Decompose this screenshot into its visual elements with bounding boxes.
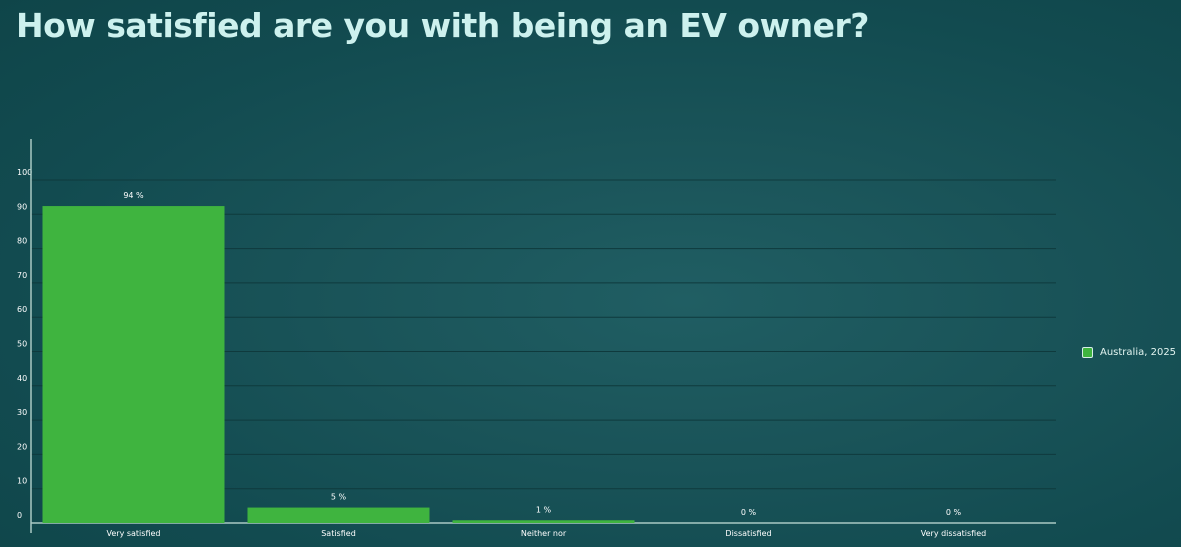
y-tick-label: 30 xyxy=(17,408,27,417)
y-tick-label: 60 xyxy=(17,305,27,314)
data-label: 1 % xyxy=(536,505,552,514)
x-tick-label: Neither nor xyxy=(521,529,567,538)
data-label: 0 % xyxy=(741,508,757,517)
x-tick-label: Satisfied xyxy=(321,529,356,538)
y-tick-label: 10 xyxy=(17,477,27,486)
y-tick-label: 90 xyxy=(17,202,27,211)
y-tick-label: 80 xyxy=(17,237,27,246)
y-tick-label: 0 xyxy=(17,511,22,520)
legend-label: Australia, 2025 xyxy=(1100,347,1177,358)
y-tick-label: 100 xyxy=(17,168,32,177)
data-label: 94 % xyxy=(123,191,144,200)
data-label: 5 % xyxy=(331,493,347,502)
bar[interactable] xyxy=(247,507,430,523)
y-tick-label: 20 xyxy=(17,442,27,451)
x-tick-label: Dissatisfied xyxy=(725,529,771,538)
y-tick-label: 40 xyxy=(17,374,27,383)
x-tick-label: Very satisfied xyxy=(107,529,161,538)
x-tick-label: Very dissatisfied xyxy=(921,529,986,538)
legend-swatch xyxy=(1082,347,1093,358)
legend[interactable]: Australia, 2025 xyxy=(1082,347,1176,358)
chart-title: How satisfied are you with being an EV o… xyxy=(16,6,869,45)
bar[interactable] xyxy=(42,206,225,523)
data-label: 0 % xyxy=(946,508,962,517)
y-tick-label: 70 xyxy=(17,271,27,280)
bar[interactable] xyxy=(452,520,635,523)
y-tick-label: 50 xyxy=(17,340,27,349)
